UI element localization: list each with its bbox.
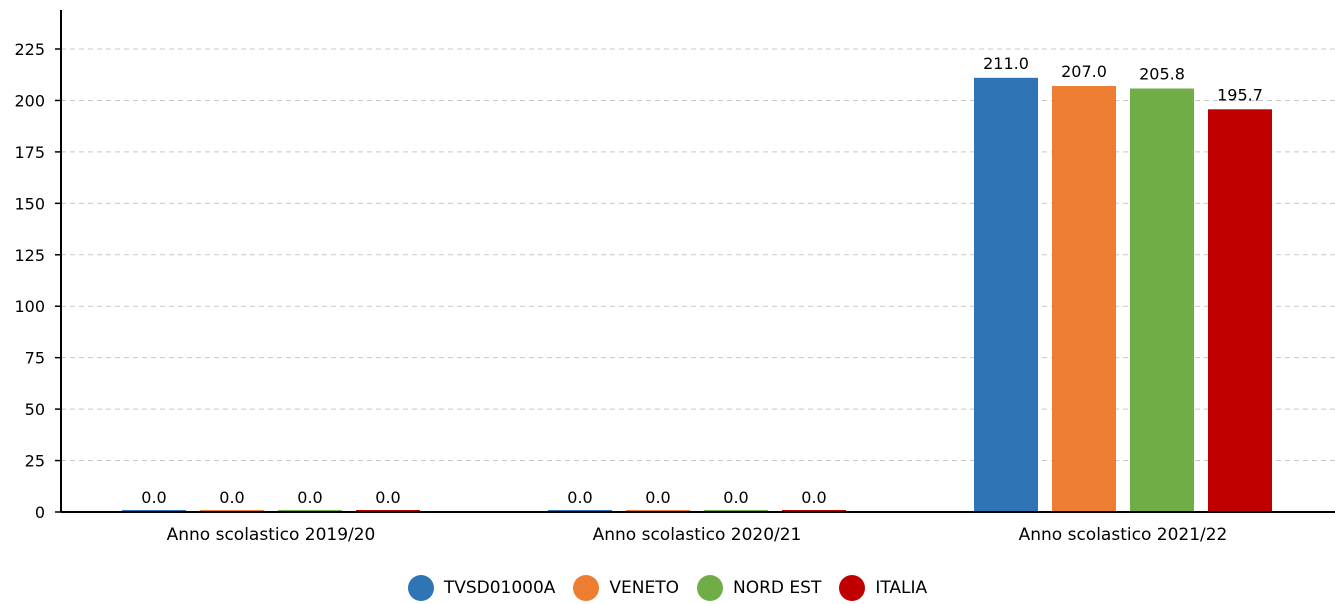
data-label: 0.0 [219,488,244,507]
y-tick-label: 75 [25,349,45,368]
data-label: 207.0 [1061,62,1107,81]
data-label: 0.0 [297,488,322,507]
bar [1130,88,1194,512]
x-tick-label: Anno scolastico 2021/22 [1019,525,1228,545]
legend-swatch [697,575,724,601]
data-label: 0.0 [801,488,826,507]
y-tick-label: 200 [14,91,45,110]
legend-label: ITALIA [875,578,928,598]
x-tick-label: Anno scolastico 2019/20 [167,525,376,545]
y-tick-label: 25 [25,452,45,471]
legend-swatch [573,575,600,601]
bar [1208,109,1272,512]
data-label: 205.8 [1139,65,1185,84]
data-label: 195.7 [1217,85,1263,104]
y-tick-label: 100 [14,297,45,316]
y-tick-label: 150 [14,194,45,213]
x-tick-label: Anno scolastico 2020/21 [593,525,802,545]
legend-item-italia[interactable]: ITALIA [839,575,927,601]
legend: TVSD01000A VENETO NORD EST ITALIA [0,572,1335,604]
legend-swatch [407,575,434,601]
legend-swatch [839,575,866,601]
bar [974,77,1038,512]
data-label: 0.0 [723,488,748,507]
legend-label: NORD EST [733,578,822,598]
legend-label: VENETO [609,578,680,598]
legend-label: TVSD01000A [443,578,556,598]
y-tick-label: 50 [25,400,45,419]
data-label: 0.0 [375,488,400,507]
y-tick-label: 125 [14,246,45,265]
legend-item-nord-est[interactable]: NORD EST [697,575,821,601]
data-label: 0.0 [645,488,670,507]
data-label: 0.0 [567,488,592,507]
y-tick-label: 225 [14,40,45,59]
legend-item-tvsd01000a[interactable]: TVSD01000A [407,575,556,601]
data-label: 211.0 [983,54,1029,73]
legend-item-veneto[interactable]: VENETO [573,575,679,601]
bar [1052,86,1116,512]
y-tick-label: 175 [14,143,45,162]
y-tick-label: 0 [35,503,45,522]
data-label: 0.0 [141,488,166,507]
